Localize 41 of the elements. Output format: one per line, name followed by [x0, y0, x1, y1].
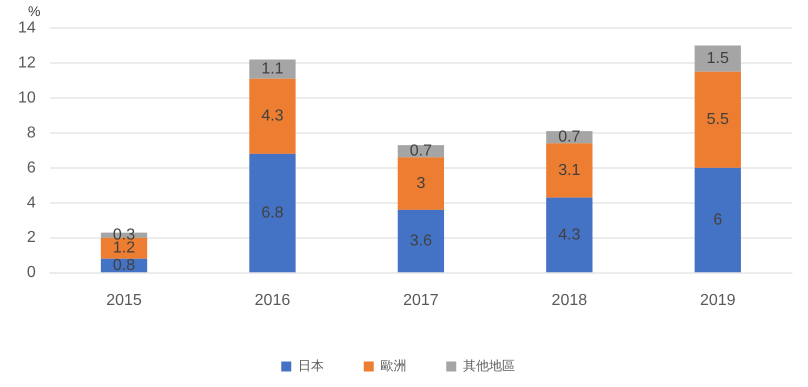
bar: [249, 59, 296, 79]
x-tick-label: 2019: [700, 292, 736, 309]
data-label: 0.8: [112, 256, 136, 274]
x-tick-label: 2015: [106, 292, 142, 309]
y-tick-label: 0: [26, 264, 36, 282]
bar: [694, 168, 741, 272]
data-label: 5.5: [706, 111, 729, 128]
x-tick-label: 2018: [552, 292, 588, 309]
data-label: 0.7: [410, 142, 432, 160]
y-tick-label: 12: [18, 54, 36, 72]
bar: [249, 154, 296, 272]
data-label: 6.8: [261, 204, 284, 222]
bar: [546, 143, 592, 198]
x-tick-label: 2016: [254, 292, 290, 309]
data-label: 3.6: [410, 232, 432, 250]
bar: [249, 78, 296, 154]
legend-label: 日本: [298, 358, 324, 374]
data-label: 4.3: [558, 226, 581, 244]
data-label: 1.1: [261, 60, 284, 78]
y-tick-label: 2: [26, 229, 36, 246]
data-label: 3: [416, 175, 426, 192]
y-tick-label: 14: [18, 19, 36, 36]
bar: [694, 45, 741, 72]
legend-label: 歐洲: [380, 358, 406, 374]
y-tick-label: 10: [18, 89, 36, 106]
y-axis-title: %: [28, 2, 40, 19]
data-label: 1.2: [112, 240, 136, 257]
bar: [398, 157, 444, 210]
bar: [694, 72, 741, 168]
x-tick-label: 2017: [403, 292, 439, 309]
data-label: 1.5: [706, 50, 729, 68]
y-tick-label: 8: [26, 124, 36, 142]
data-label: 3.1: [558, 162, 581, 179]
y-tick-label: 6: [26, 159, 36, 176]
bar: [398, 210, 444, 272]
data-label: 4.3: [261, 108, 284, 125]
bar: [546, 198, 592, 272]
legend-label: 其他地區: [462, 358, 515, 374]
data-label: 6: [713, 212, 722, 228]
data-label: 0.7: [558, 128, 581, 146]
y-tick-label: 4: [26, 194, 36, 212]
